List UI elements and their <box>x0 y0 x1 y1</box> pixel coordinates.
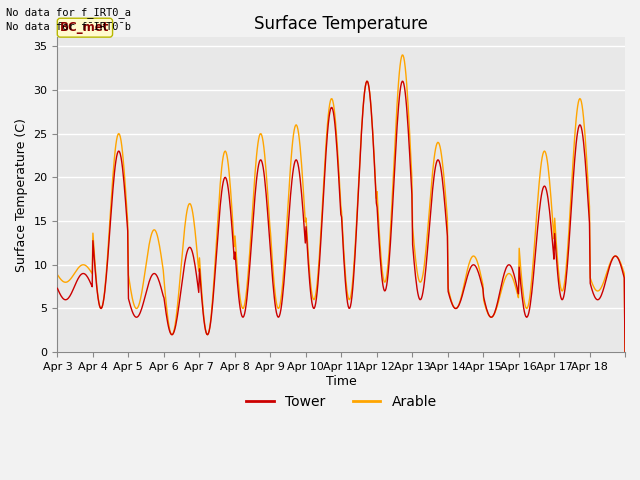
Title: Surface Temperature: Surface Temperature <box>254 15 428 33</box>
Text: No data for f¯IRT0¯b: No data for f¯IRT0¯b <box>6 22 131 32</box>
Legend: Tower, Arable: Tower, Arable <box>240 389 442 415</box>
X-axis label: Time: Time <box>326 375 356 388</box>
Y-axis label: Surface Temperature (C): Surface Temperature (C) <box>15 118 28 272</box>
Text: BC_met: BC_met <box>60 21 109 34</box>
Text: No data for f_IRT0_a: No data for f_IRT0_a <box>6 7 131 18</box>
